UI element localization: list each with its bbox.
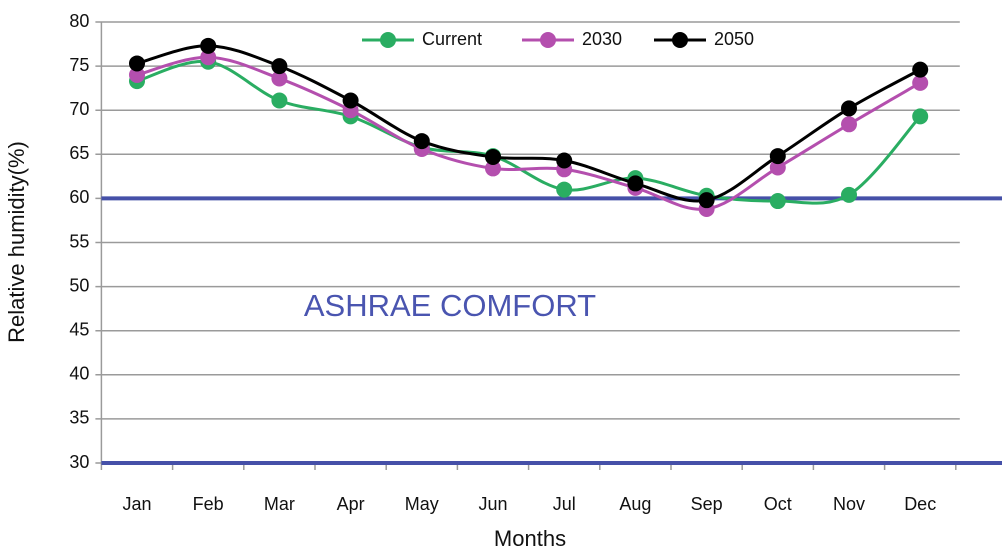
data-point	[627, 175, 644, 192]
y-tick-label: 75	[69, 55, 89, 75]
x-tick-label: Jul	[553, 494, 576, 514]
x-tick-label: Dec	[904, 494, 936, 514]
data-point	[698, 192, 715, 209]
x-axis-label: Months	[494, 526, 566, 551]
data-point	[769, 148, 786, 165]
y-tick-label: 70	[69, 99, 89, 119]
data-point	[200, 37, 217, 54]
legend-label: Current	[422, 29, 482, 49]
y-tick-label: 55	[69, 231, 89, 251]
data-point	[271, 92, 288, 109]
x-tick-label: Feb	[193, 494, 224, 514]
data-point	[912, 108, 929, 125]
x-tick-label: Oct	[764, 494, 792, 514]
y-tick-label: 40	[69, 364, 89, 384]
data-point	[342, 92, 359, 109]
data-point	[912, 61, 929, 78]
data-point	[912, 74, 929, 91]
x-tick-label: Nov	[833, 494, 865, 514]
x-tick-label: Aug	[619, 494, 651, 514]
data-point	[769, 159, 786, 176]
y-tick-label: 45	[69, 319, 89, 339]
data-point	[271, 58, 288, 75]
x-tick-label: Jun	[478, 494, 507, 514]
y-tick-label: 50	[69, 275, 89, 295]
data-point	[271, 70, 288, 87]
y-tick-label: 60	[69, 187, 89, 207]
series-line	[136, 55, 921, 211]
data-point	[129, 66, 145, 83]
x-tick-label: Mar	[264, 494, 295, 514]
legend-label: 2030	[582, 29, 622, 49]
legend-marker	[540, 32, 556, 48]
data-point	[841, 186, 857, 203]
data-point	[485, 148, 501, 165]
data-point	[556, 152, 573, 169]
x-tick-label: Sep	[691, 494, 723, 514]
y-tick-label: 80	[69, 11, 89, 31]
x-tick-label: Apr	[337, 494, 365, 514]
annotation: ASHRAE COMFORT	[304, 288, 596, 323]
data-point	[129, 55, 145, 72]
data-point	[841, 100, 857, 117]
legend-label: 2050	[714, 29, 754, 49]
y-tick-label: 30	[69, 452, 89, 472]
legend-marker	[380, 32, 396, 48]
data-point	[769, 193, 786, 210]
data-point	[841, 116, 857, 133]
data-point	[413, 133, 430, 150]
data-point	[200, 49, 217, 66]
data-point	[485, 160, 501, 177]
y-tick-label: 35	[69, 408, 89, 428]
data-point	[556, 181, 573, 198]
x-tick-label: May	[405, 494, 439, 514]
y-axis-label: Relative humidity(%)	[4, 141, 29, 343]
y-tick-label: 65	[69, 143, 89, 163]
x-tick-label: Jan	[122, 494, 151, 514]
legend-marker	[672, 32, 688, 48]
series-line	[136, 59, 922, 205]
